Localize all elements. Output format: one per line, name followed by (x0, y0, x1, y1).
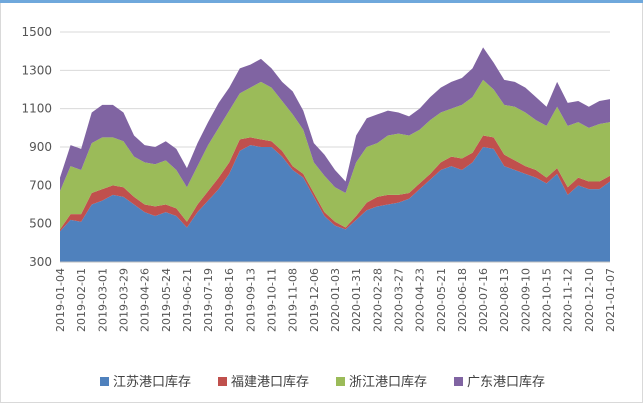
x-tick-label: 2020-09-10 (519, 268, 532, 332)
x-tick-label: 2020-04-23 (414, 268, 427, 332)
x-tick-label: 2019-08-16 (223, 268, 236, 332)
legend-label: 江苏港口库存 (113, 374, 191, 390)
legend-swatch (218, 377, 227, 386)
legend-label: 广东港口库存 (467, 374, 545, 390)
legend-swatch (336, 377, 345, 386)
y-tick-label: 1300 (21, 63, 52, 77)
y-tick-label: 1100 (21, 102, 52, 116)
x-tick-label: 2020-11-12 (562, 268, 575, 332)
x-tick-label: 2020-10-15 (541, 268, 554, 332)
x-tick-label: 2020-02-28 (371, 268, 384, 332)
x-tick-label: 2020-05-21 (435, 268, 448, 332)
x-tick-label: 2019-05-24 (160, 268, 173, 332)
x-tick-label: 2019-12-06 (308, 268, 321, 332)
x-tick-label: 2019-03-29 (117, 268, 130, 332)
y-tick-label: 300 (29, 255, 52, 269)
y-tick-label: 1500 (21, 25, 52, 39)
x-tick-label: 2020-01-31 (350, 268, 363, 332)
legend-swatch (100, 377, 109, 386)
x-tick-label: 2020-07-16 (477, 268, 490, 332)
area (60, 47, 610, 194)
x-tick-label: 2019-02-01 (75, 268, 88, 332)
x-tick-label: 2019-09-13 (244, 268, 257, 332)
x-tick-label: 2020-12-10 (583, 268, 596, 332)
legend-swatch (454, 377, 463, 386)
x-tick-label: 2020-08-13 (498, 268, 511, 332)
legend-label: 福建港口库存 (231, 374, 309, 390)
x-tick-label: 2020-06-18 (456, 268, 469, 332)
area (60, 135, 610, 232)
x-tick-label: 2019-11-08 (287, 268, 300, 332)
area (60, 145, 610, 262)
x-tick-label: 2020-01-03 (329, 268, 342, 332)
x-tick-label: 2019-07-19 (202, 268, 215, 332)
x-tick-label: 2019-06-21 (181, 268, 194, 332)
x-tick-label: 2019-04-26 (139, 268, 152, 332)
y-tick-label: 700 (29, 178, 52, 192)
area (60, 79, 610, 230)
x-tick-label: 2019-10-11 (266, 268, 279, 332)
x-tick-label: 2020-03-27 (392, 268, 405, 332)
legend-label: 浙江港口库存 (349, 374, 427, 390)
x-tick-label: 2021-01-07 (604, 268, 617, 332)
y-tick-label: 500 (29, 217, 52, 231)
y-tick-label: 900 (29, 140, 52, 154)
x-tick-label: 2019-01-04 (54, 268, 67, 332)
x-tick-label: 2019-03-01 (96, 268, 109, 332)
